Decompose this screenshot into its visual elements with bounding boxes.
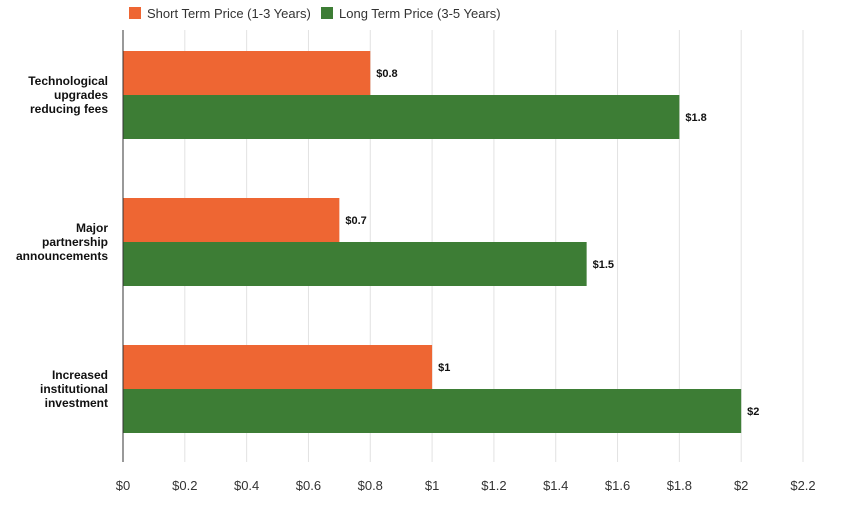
category-label-line: Increased [52, 368, 108, 382]
x-tick-label: $1.6 [605, 478, 630, 493]
bar-short-term [123, 51, 371, 95]
x-tick-label: $1.4 [543, 478, 568, 493]
legend: Short Term Price (1-3 Years) Long Term P… [129, 6, 501, 21]
bar-long-term [123, 389, 742, 433]
legend-label-short-term: Short Term Price (1-3 Years) [147, 6, 311, 21]
bar-short-term [123, 198, 340, 242]
category-label: Increased institutional investment [40, 368, 108, 410]
category-label-line: upgrades [54, 88, 108, 102]
x-tick-label: $0.4 [234, 478, 259, 493]
bar-long-term [123, 242, 587, 286]
bars [123, 51, 742, 433]
category-label: Major partnership announcements [16, 221, 108, 263]
category-label-line: Technological [28, 74, 108, 88]
data-label-long-term: $2 [747, 406, 759, 418]
category-label: Technological upgrades reducing fees [28, 74, 108, 116]
category-label-line: institutional [40, 382, 108, 396]
x-tick-label: $1 [425, 478, 439, 493]
legend-label-long-term: Long Term Price (3-5 Years) [339, 6, 501, 21]
data-label-short-term: $0.8 [376, 68, 397, 80]
labels: $0 $0.2 $0.4 $0.6 $0.8 $1 $1.2 $1.4 $1.6 $1.8 $2 $2… [16, 68, 816, 493]
x-tick-label: $1.8 [667, 478, 692, 493]
data-label-long-term: $1.5 [593, 259, 614, 271]
data-label-short-term: $1 [438, 362, 450, 374]
data-label-short-term: $0.7 [345, 215, 366, 227]
category-label-line: investment [45, 396, 108, 410]
x-tick-label: $0.2 [172, 478, 197, 493]
legend-swatch-long-term [321, 7, 333, 19]
category-label-line: announcements [16, 249, 108, 263]
category-label-line: partnership [42, 235, 108, 249]
x-tick-label: $0.8 [358, 478, 383, 493]
x-tick-label: $2 [734, 478, 748, 493]
x-tick-label: $0.6 [296, 478, 321, 493]
x-tick-label: $1.2 [481, 478, 506, 493]
bar-short-term [123, 345, 433, 389]
category-label-line: reducing fees [30, 102, 108, 116]
category-label-line: Major [76, 221, 108, 235]
x-tick-label: $0 [116, 478, 130, 493]
data-label-long-term: $1.8 [685, 112, 706, 124]
legend-swatch-short-term [129, 7, 141, 19]
x-tick-label: $2.2 [790, 478, 815, 493]
bar-long-term [123, 95, 680, 139]
